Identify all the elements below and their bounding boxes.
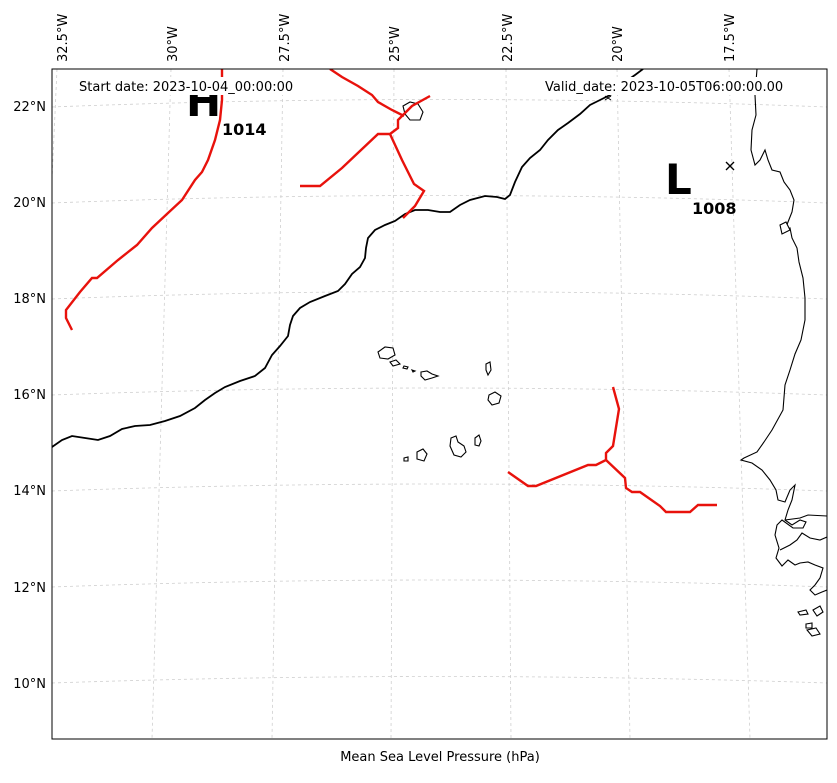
meridian-line — [271, 69, 284, 739]
island-sao-nicolau-main — [420, 370, 440, 381]
parallel-line — [52, 676, 827, 684]
lon-label: 17.5°W — [723, 14, 738, 62]
lat-label: 22°N — [13, 100, 46, 115]
low-pressure-value: 1008 — [692, 199, 737, 218]
start-date-label: Start date: 2023-10-04_00:00:00 — [79, 80, 293, 95]
parallel-line — [52, 387, 827, 396]
island — [402, 101, 424, 121]
meridian-line — [52, 69, 58, 181]
coast-inlet — [779, 532, 827, 551]
lon-label: 32.5°W — [56, 14, 71, 62]
lon-label: 25°W — [388, 26, 403, 62]
meridian-line — [505, 69, 512, 739]
isobar-south-branch — [605, 459, 717, 514]
island-santiago — [449, 435, 467, 458]
isobar-north — [329, 69, 405, 118]
map-frame — [51, 68, 828, 740]
island — [805, 627, 821, 637]
island-santa-luzia — [402, 365, 409, 370]
lat-label: 20°N — [13, 196, 46, 211]
longitude-labels: 32.5°W 30°W 27.5°W 25°W 22.5°W 20°W 17.5… — [56, 14, 738, 62]
isobar-contour — [52, 69, 644, 448]
low-pressure-symbol: L — [665, 155, 692, 204]
high-pressure-value: 1014 — [222, 120, 267, 139]
island — [779, 221, 791, 235]
latitude-labels: 22°N 20°N 18°N 16°N 14°N 12°N 10°N — [13, 100, 46, 692]
map-content: H 1014 L 1008 Start date: 2023-10-04_00:… — [52, 69, 827, 739]
island-boa-vista — [487, 391, 502, 406]
lon-label: 22.5°W — [501, 14, 516, 62]
parallel-line — [52, 291, 827, 300]
marker — [604, 95, 612, 101]
africa-coastline — [739, 69, 827, 596]
meridian-line — [151, 69, 172, 739]
graticule — [52, 69, 827, 739]
island-santo-antao — [377, 346, 396, 360]
parallel-line — [52, 195, 827, 204]
lon-label: 20°W — [611, 26, 626, 62]
island-brava — [403, 456, 409, 462]
lat-label: 14°N — [13, 484, 46, 499]
island-sao-vicente — [389, 359, 402, 367]
meridian-line — [616, 69, 631, 739]
parallel-line — [52, 99, 827, 108]
isobar-south — [507, 386, 621, 488]
lon-label: 27.5°W — [278, 14, 293, 62]
low-center-marker — [725, 161, 735, 171]
map-area — [52, 69, 827, 739]
lat-label: 18°N — [13, 292, 46, 307]
lat-label: 12°N — [13, 581, 46, 596]
isobar-1014-west — [64, 69, 224, 331]
valid-date-label: Valid_date: 2023-10-05T06:00:00.00 — [545, 80, 783, 95]
lon-label: 30°W — [166, 26, 181, 62]
lat-label: 10°N — [13, 677, 46, 692]
valid-date-background — [542, 77, 804, 95]
lat-label: 16°N — [13, 388, 46, 403]
island-fogo — [416, 448, 428, 462]
island — [812, 605, 824, 617]
meridian-line — [728, 69, 751, 739]
island — [797, 609, 809, 616]
island-sal — [485, 361, 492, 377]
island-sao-nicolau — [410, 369, 417, 373]
meridian-line — [390, 69, 395, 739]
island-maio — [474, 434, 482, 447]
parallel-line — [52, 483, 827, 492]
island — [805, 622, 813, 629]
coast-inlet — [784, 514, 827, 521]
x-axis-label: Mean Sea Level Pressure (hPa) — [340, 750, 540, 765]
start-date-background — [76, 77, 312, 95]
parallel-line — [52, 579, 827, 588]
isobar-central-branch — [388, 133, 426, 219]
